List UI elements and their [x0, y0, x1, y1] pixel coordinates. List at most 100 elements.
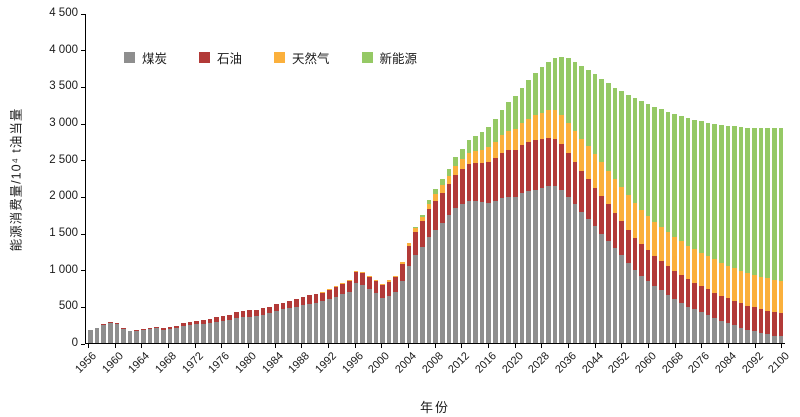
bar-segment-coal	[353, 283, 359, 343]
bar-segment-new-energy	[519, 87, 525, 124]
bar-segment-oil	[313, 294, 319, 303]
x-tick-label: 2012	[446, 350, 473, 376]
bar-segment-gas	[752, 274, 757, 308]
bar-segment-coal	[161, 329, 166, 343]
bar-segment-coal	[586, 218, 591, 343]
bar-1979	[240, 310, 246, 343]
bar-segment-oil	[639, 244, 644, 276]
x-tick-label: 2052	[606, 350, 633, 376]
bar-2013	[466, 140, 472, 343]
bar-1958	[101, 324, 106, 343]
x-tick-mark	[301, 344, 303, 348]
x-tick-label: 2020	[499, 350, 526, 376]
bar-segment-coal	[300, 304, 306, 343]
bar-2056	[632, 97, 638, 343]
bar-segment-oil	[254, 309, 259, 316]
bar-2018	[499, 109, 505, 343]
bar-1997	[360, 272, 365, 343]
x-tick-mark	[754, 344, 756, 348]
bar-2094	[758, 127, 764, 343]
bar-2028	[539, 67, 545, 343]
bar-segment-oil	[499, 153, 505, 199]
bar-segment-new-energy	[592, 74, 598, 155]
bar-segment-new-energy	[506, 101, 511, 131]
bar-segment-oil	[771, 312, 777, 336]
bar-segment-coal	[612, 248, 618, 343]
bar-segment-new-energy	[552, 58, 558, 111]
bar-segment-coal	[539, 188, 545, 343]
bar-segment-new-energy	[752, 127, 757, 275]
bar-segment-coal	[147, 329, 153, 343]
plot-area: 煤炭 石油 天然气 新能源	[85, 14, 785, 344]
bar-segment-coal	[360, 284, 365, 343]
bar-1973	[200, 319, 206, 343]
bar-segment-oil	[665, 266, 671, 295]
bar-segment-coal	[187, 325, 193, 343]
bar-segment-coal	[738, 327, 744, 343]
bar-segment-coal	[698, 312, 704, 343]
bar-segment-coal	[605, 240, 611, 343]
bar-segment-new-energy	[732, 126, 737, 269]
bar-2012	[459, 148, 465, 343]
legend-item-gas: 天然气	[274, 48, 330, 67]
bar-segment-oil	[672, 271, 678, 300]
bar-segment-oil	[685, 279, 691, 307]
bar-segment-gas	[360, 272, 365, 273]
x-tick-label: 1976	[206, 350, 233, 376]
bar-2017	[493, 118, 498, 343]
bar-segment-gas	[625, 195, 631, 230]
bar-segment-coal	[479, 202, 485, 343]
bar-2052	[619, 91, 624, 343]
bar-segment-oil	[632, 237, 638, 270]
bar-segment-new-energy	[672, 113, 678, 237]
bar-segment-oil	[758, 308, 764, 333]
bar-segment-gas	[546, 110, 551, 138]
bar-segment-oil	[413, 232, 419, 256]
bar-segment-oil	[705, 289, 711, 316]
bar-segment-oil	[346, 280, 352, 292]
bar-segment-coal	[499, 198, 505, 343]
bar-segment-coal	[346, 291, 352, 343]
bar-segment-coal	[194, 324, 199, 343]
legend-swatch-gas	[274, 52, 286, 63]
bar-segment-gas	[639, 210, 644, 245]
bar-1992	[327, 289, 332, 343]
x-tick-mark	[567, 344, 569, 348]
bar-segment-coal	[293, 306, 299, 343]
bar-segment-oil	[406, 245, 412, 267]
bar-segment-oil	[539, 139, 545, 189]
bar-segment-new-energy	[692, 119, 697, 250]
x-tick-mark	[194, 344, 196, 348]
bar-segment-coal	[493, 200, 498, 343]
y-axis-title-wrap: 能源消费量/10⁴ t油当量	[2, 14, 28, 344]
bar-segment-oil	[718, 295, 724, 322]
bar-1986	[287, 300, 292, 343]
bar-segment-oil	[599, 195, 604, 234]
bar-segment-coal	[433, 229, 438, 343]
bar-segment-coal	[632, 270, 638, 343]
bar-segment-new-energy	[586, 70, 591, 147]
bar-2080	[712, 124, 717, 343]
bar-segment-coal	[526, 191, 531, 343]
bar-segment-new-energy	[599, 78, 604, 163]
bar-segment-oil	[526, 142, 531, 192]
x-tick-mark	[327, 344, 329, 348]
bar-segment-oil	[161, 328, 166, 330]
bar-segment-oil	[619, 221, 624, 256]
bar-segment-oil	[340, 283, 345, 295]
bar-segment-oil	[220, 316, 226, 322]
bar-segment-new-energy	[718, 124, 724, 263]
bar-segment-gas	[645, 216, 651, 251]
bar-segment-gas	[406, 243, 412, 246]
bar-segment-oil	[121, 328, 126, 330]
bar-1961	[121, 328, 126, 343]
bar-segment-oil	[240, 310, 246, 318]
bar-1970	[180, 323, 186, 343]
bar-segment-new-energy	[778, 127, 784, 281]
bar-segment-coal	[400, 280, 405, 343]
bar-segment-coal	[220, 321, 226, 343]
bar-segment-oil	[214, 317, 219, 323]
bar-2026	[532, 72, 538, 343]
bar-segment-coal	[94, 328, 100, 343]
